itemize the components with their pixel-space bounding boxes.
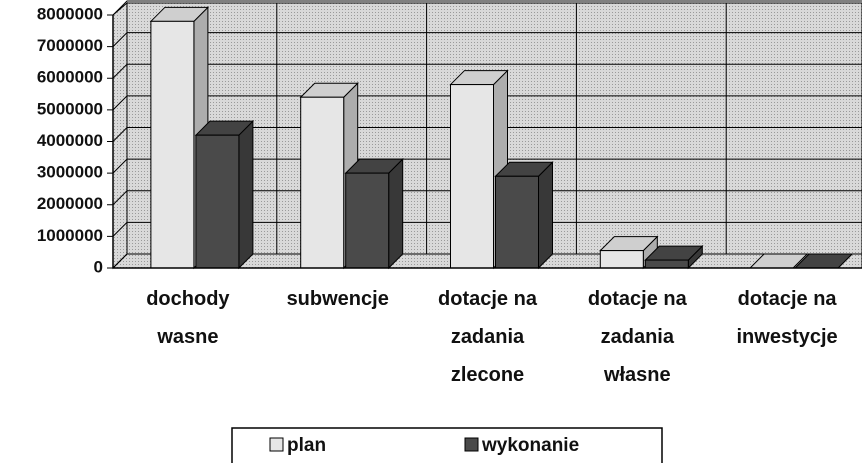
grid-line: [112, 0, 862, 16]
x-tick-label: dochody wasne: [146, 288, 230, 348]
bar: [599, 250, 644, 269]
y-tick-label: 4000000: [37, 131, 103, 150]
bar: [300, 96, 345, 269]
legend-swatch: [464, 437, 479, 452]
bar: [150, 20, 195, 269]
legend-label: wykonanie: [481, 435, 579, 456]
bar: [345, 172, 390, 269]
bar-side: [388, 157, 404, 270]
bar-side: [538, 161, 553, 270]
legend-box: [231, 427, 663, 463]
y-tick-label: 2000000: [37, 194, 103, 213]
y-tick-label: 8000000: [37, 4, 103, 23]
legend-label: plan: [287, 435, 326, 456]
x-tick-label: dotacje na zadania własne: [588, 288, 688, 386]
x-tick-label: subwencje: [287, 288, 389, 310]
bar: [195, 134, 240, 269]
y-tick-label: 5000000: [37, 99, 103, 118]
bar: [495, 175, 539, 269]
side-wall: [112, 1, 128, 270]
x-tick-label: dotacje na inwestycje: [737, 288, 838, 348]
y-tick-label: 0: [94, 257, 103, 276]
bar: [644, 259, 689, 269]
legend-swatch: [269, 437, 284, 452]
bar-side: [238, 119, 254, 270]
bar: [450, 84, 494, 269]
y-tick-label: 7000000: [37, 36, 103, 55]
x-tick-label: dotacje na zadania zlecone: [438, 288, 538, 386]
y-tick-label: 6000000: [37, 68, 103, 87]
y-tick-label: 1000000: [37, 226, 103, 245]
y-tick-label: 3000000: [37, 163, 103, 182]
